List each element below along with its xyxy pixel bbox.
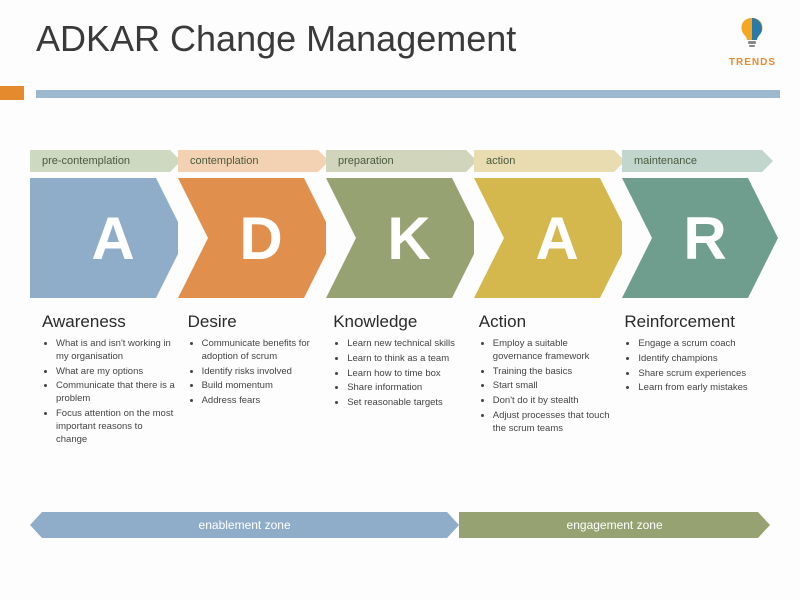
chevron-letter: R <box>622 178 778 298</box>
zone-row: enablement zone engagement zone <box>30 512 770 538</box>
bullet-list: Learn new technical skills Learn to think… <box>333 338 467 410</box>
chevron-row: ADKAR <box>30 178 770 298</box>
chevron-k-2: K <box>326 178 482 298</box>
list-item: Communicate that there is a problem <box>56 380 176 406</box>
detail-title: Knowledge <box>333 312 467 332</box>
detail-col-action: Action Employ a suitable governance frame… <box>479 312 625 449</box>
stage-label-contemplation: contemplation <box>178 150 318 172</box>
bullet-list: Employ a suitable governance framework Tr… <box>479 338 613 436</box>
bullet-list: What is and isn't working in my organisa… <box>42 338 176 447</box>
detail-title: Desire <box>188 312 322 332</box>
list-item: Engage a scrum coach <box>638 338 758 351</box>
list-item: Share scrum experiences <box>638 368 758 381</box>
list-item: Adjust processes that touch the scrum te… <box>493 410 613 436</box>
list-item: Training the basics <box>493 366 613 379</box>
stage-label-preparation: preparation <box>326 150 466 172</box>
zone-label: enablement zone <box>199 518 291 532</box>
detail-title: Reinforcement <box>624 312 758 332</box>
list-item: Focus attention on the most important re… <box>56 408 176 446</box>
stage-label-text: preparation <box>338 155 394 167</box>
stage-label-maintenance: maintenance <box>622 150 762 172</box>
detail-col-desire: Desire Communicate benefits for adoption … <box>188 312 334 449</box>
detail-title: Awareness <box>42 312 176 332</box>
stage-label-text: pre-contemplation <box>42 155 130 167</box>
list-item: Learn from early mistakes <box>638 382 758 395</box>
stage-label-action: action <box>474 150 614 172</box>
list-item: Learn new technical skills <box>347 338 467 351</box>
stage-label-row: pre-contemplation contemplation preparatio… <box>30 150 770 174</box>
list-item: Learn to think as a team <box>347 353 467 366</box>
trends-logo: TRENDS <box>729 16 776 68</box>
chevron-a-3: A <box>474 178 630 298</box>
list-item: Learn how to time box <box>347 368 467 381</box>
detail-col-awareness: Awareness What is and isn't working in my… <box>42 312 188 449</box>
list-item: Address fears <box>202 395 322 408</box>
logo-label: TRENDS <box>729 57 776 68</box>
detail-col-knowledge: KnowledgeLearn new technical skillsLearn… <box>333 312 479 449</box>
list-item: What are my options <box>56 366 176 379</box>
list-item: Share information <box>347 382 467 395</box>
chevron-letter: A <box>30 178 186 298</box>
list-item: Employ a suitable governance framework <box>493 338 613 364</box>
zone-label: engagement zone <box>567 518 663 532</box>
bullet-list: Engage a scrum coach Identify champions Sh… <box>624 338 758 395</box>
chevron-letter: A <box>474 178 630 298</box>
list-item: Identify champions <box>638 353 758 366</box>
chevron-d-1: D <box>178 178 334 298</box>
chevron-a-0: A <box>30 178 186 298</box>
stage-label-text: maintenance <box>634 155 697 167</box>
lightbulb-icon <box>737 16 767 50</box>
list-item: Don't do it by stealth <box>493 395 613 408</box>
zone-engagement-zone: engagement zone <box>459 512 770 538</box>
bullet-list: Communicate benefits for adoption of scr… <box>188 338 322 408</box>
detail-col-reinforcement: Reinforcement Engage a scrum coach Identif… <box>624 312 770 449</box>
stage-label-text: contemplation <box>190 155 259 167</box>
header-divider <box>0 86 800 100</box>
list-item: What is and isn't working in my organisa… <box>56 338 176 364</box>
chevron-letter: D <box>178 178 334 298</box>
chevron-r-4: R <box>622 178 778 298</box>
stage-label-pre-contemplation: pre-contemplation <box>30 150 170 172</box>
page-title: ADKAR Change Management <box>0 0 800 60</box>
chevron-letter: K <box>326 178 482 298</box>
list-item: Set reasonable targets <box>347 397 467 410</box>
details-row: Awareness What is and isn't working in my… <box>42 312 770 449</box>
zone-enablement-zone: enablement zone <box>30 512 459 538</box>
stage-label-text: action <box>486 155 515 167</box>
list-item: Start small <box>493 380 613 393</box>
list-item: Communicate benefits for adoption of scr… <box>202 338 322 364</box>
list-item: Identify risks involved <box>202 366 322 379</box>
list-item: Build momentum <box>202 380 322 393</box>
detail-title: Action <box>479 312 613 332</box>
